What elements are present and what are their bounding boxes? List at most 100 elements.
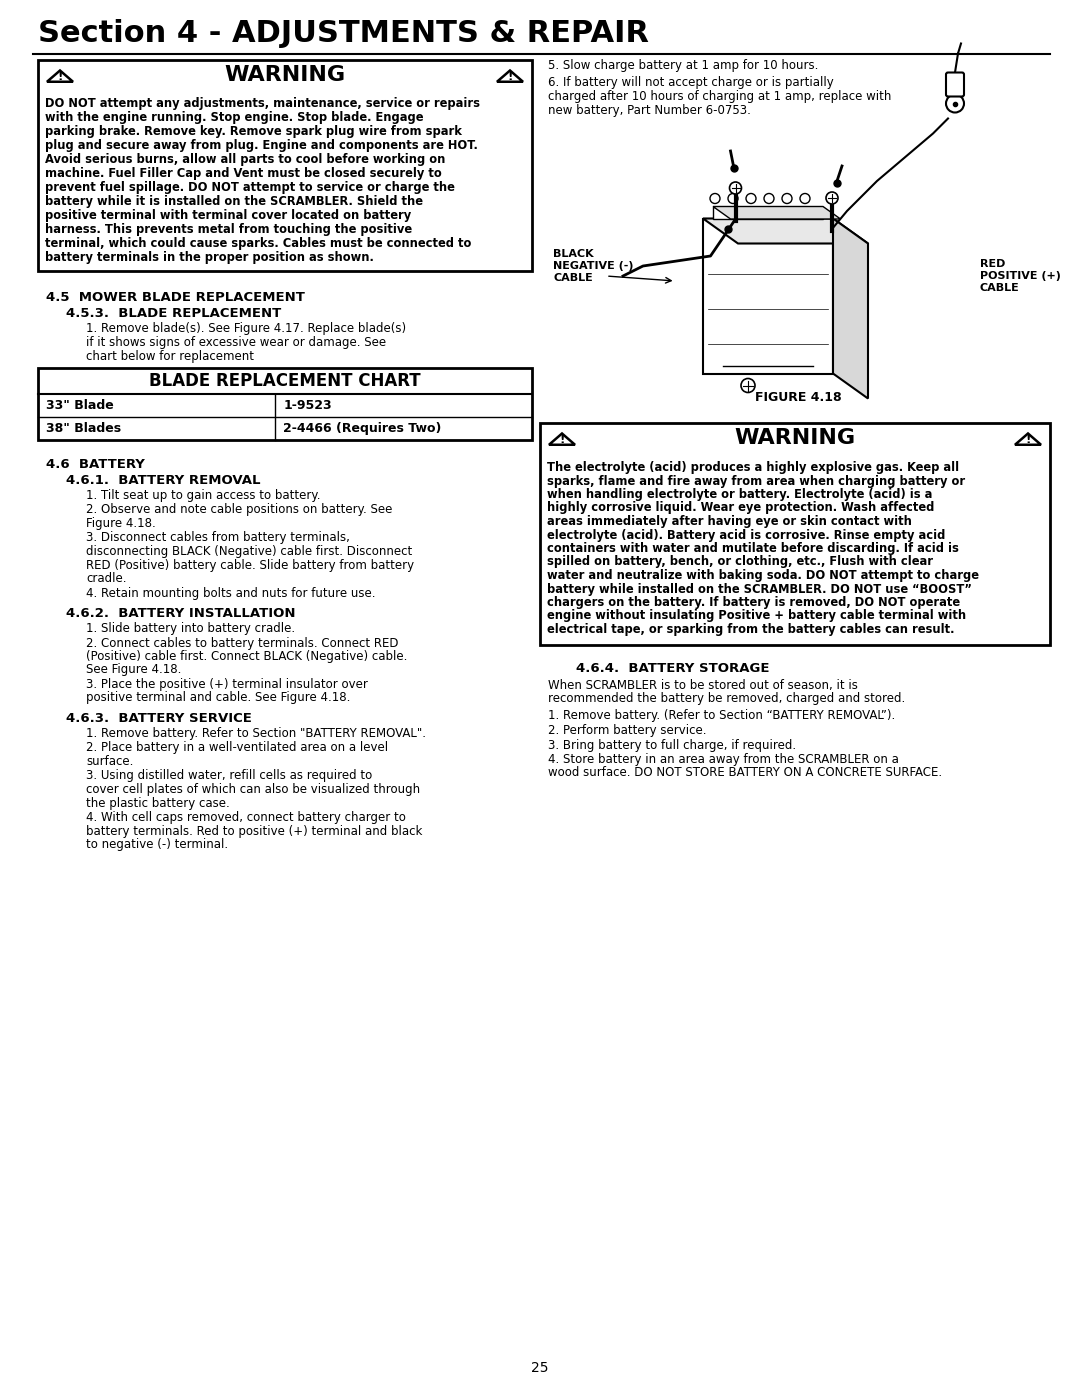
Text: Section 4 - ADJUSTMENTS & REPAIR: Section 4 - ADJUSTMENTS & REPAIR — [38, 20, 649, 47]
Text: new battery, Part Number 6-0753.: new battery, Part Number 6-0753. — [548, 103, 751, 117]
Text: disconnecting BLACK (Negative) cable first. Disconnect: disconnecting BLACK (Negative) cable fir… — [86, 545, 413, 557]
Text: !: ! — [508, 70, 513, 84]
Text: 4.6.1.  BATTERY REMOVAL: 4.6.1. BATTERY REMOVAL — [66, 474, 260, 488]
FancyBboxPatch shape — [540, 423, 1050, 644]
Polygon shape — [703, 218, 868, 243]
Text: FIGURE 4.18: FIGURE 4.18 — [755, 391, 841, 404]
Text: 5. Slow charge battery at 1 amp for 10 hours.: 5. Slow charge battery at 1 amp for 10 h… — [548, 59, 819, 73]
Text: 3. Bring battery to full charge, if required.: 3. Bring battery to full charge, if requ… — [548, 739, 796, 752]
Text: The electrolyte (acid) produces a highly explosive gas. Keep all: The electrolyte (acid) produces a highly… — [546, 461, 959, 474]
Text: with the engine running. Stop engine. Stop blade. Engage: with the engine running. Stop engine. St… — [45, 110, 423, 124]
Polygon shape — [703, 218, 833, 373]
Text: battery while installed on the SCRAMBLER. DO NOT use “BOOST”: battery while installed on the SCRAMBLER… — [546, 583, 972, 595]
Text: 4. Retain mounting bolts and nuts for future use.: 4. Retain mounting bolts and nuts for fu… — [86, 587, 376, 599]
Text: 2-4466 (Requires Two): 2-4466 (Requires Two) — [283, 422, 442, 434]
Text: engine without insulating Positive + battery cable terminal with: engine without insulating Positive + bat… — [546, 609, 967, 623]
Text: WARNING: WARNING — [225, 66, 346, 85]
Text: 4. With cell caps removed, connect battery charger to: 4. With cell caps removed, connect batte… — [86, 812, 406, 824]
Text: battery terminals in the proper position as shown.: battery terminals in the proper position… — [45, 251, 374, 264]
Text: sparks, flame and fire away from area when charging battery or: sparks, flame and fire away from area wh… — [546, 475, 966, 488]
Circle shape — [946, 95, 964, 113]
Circle shape — [782, 194, 792, 204]
Polygon shape — [549, 433, 575, 444]
Circle shape — [728, 194, 738, 204]
Text: !: ! — [57, 70, 63, 84]
Text: 4.5  MOWER BLADE REPLACEMENT: 4.5 MOWER BLADE REPLACEMENT — [46, 291, 305, 305]
Circle shape — [826, 191, 838, 204]
Polygon shape — [48, 70, 73, 82]
Text: 6. If battery will not accept charge or is partially: 6. If battery will not accept charge or … — [548, 75, 834, 89]
Text: 33" Blade: 33" Blade — [46, 400, 113, 412]
Circle shape — [746, 194, 756, 204]
Text: 2. Perform battery service.: 2. Perform battery service. — [548, 724, 706, 738]
Text: highly corrosive liquid. Wear eye protection. Wash affected: highly corrosive liquid. Wear eye protec… — [546, 502, 934, 514]
Text: 38" Blades: 38" Blades — [46, 422, 121, 434]
Text: areas immediately after having eye or skin contact with: areas immediately after having eye or sk… — [546, 515, 912, 528]
Polygon shape — [713, 207, 840, 219]
Text: electrolyte (acid). Battery acid is corrosive. Rinse empty acid: electrolyte (acid). Battery acid is corr… — [546, 528, 945, 542]
Text: 2. Place battery in a well-ventilated area on a level: 2. Place battery in a well-ventilated ar… — [86, 742, 388, 754]
Polygon shape — [713, 207, 823, 218]
Text: positive terminal with terminal cover located on battery: positive terminal with terminal cover lo… — [45, 210, 411, 222]
Text: RED (Positive) battery cable. Slide battery from battery: RED (Positive) battery cable. Slide batt… — [86, 559, 414, 571]
Text: 4.6  BATTERY: 4.6 BATTERY — [46, 458, 145, 471]
FancyBboxPatch shape — [38, 367, 532, 440]
Text: 1. Remove battery. (Refer to Section “BATTERY REMOVAL”).: 1. Remove battery. (Refer to Section “BA… — [548, 710, 895, 722]
Text: plug and secure away from plug. Engine and components are HOT.: plug and secure away from plug. Engine a… — [45, 138, 477, 152]
Circle shape — [729, 182, 742, 194]
Text: 1. Remove blade(s). See Figure 4.17. Replace blade(s): 1. Remove blade(s). See Figure 4.17. Rep… — [86, 321, 406, 335]
Text: if it shows signs of excessive wear or damage. See: if it shows signs of excessive wear or d… — [86, 337, 387, 349]
Text: 3. Place the positive (+) terminal insulator over: 3. Place the positive (+) terminal insul… — [86, 678, 368, 692]
Text: 4. Store battery in an area away from the SCRAMBLER on a: 4. Store battery in an area away from th… — [548, 753, 899, 766]
Text: Avoid serious burns, allow all parts to cool before working on: Avoid serious burns, allow all parts to … — [45, 154, 445, 166]
Text: water and neutralize with baking soda. DO NOT attempt to charge: water and neutralize with baking soda. D… — [546, 569, 978, 583]
Text: 2. Connect cables to battery terminals. Connect RED: 2. Connect cables to battery terminals. … — [86, 637, 399, 650]
Text: battery while it is installed on the SCRAMBLER. Shield the: battery while it is installed on the SCR… — [45, 196, 423, 208]
Text: cover cell plates of which can also be visualized through: cover cell plates of which can also be v… — [86, 782, 420, 796]
Text: 1-9523: 1-9523 — [283, 400, 332, 412]
Text: terminal, which could cause sparks. Cables must be connected to: terminal, which could cause sparks. Cabl… — [45, 237, 471, 250]
Text: WARNING: WARNING — [734, 427, 855, 448]
Text: charged after 10 hours of charging at 1 amp, replace with: charged after 10 hours of charging at 1 … — [548, 89, 891, 103]
Text: 1. Slide battery into battery cradle.: 1. Slide battery into battery cradle. — [86, 622, 295, 636]
Text: RED
POSITIVE (+)
CABLE: RED POSITIVE (+) CABLE — [980, 260, 1061, 292]
Text: 3. Using distilled water, refill cells as required to: 3. Using distilled water, refill cells a… — [86, 770, 373, 782]
Text: See Figure 4.18.: See Figure 4.18. — [86, 664, 181, 676]
Text: harness. This prevents metal from touching the positive: harness. This prevents metal from touchi… — [45, 224, 413, 236]
Text: 4.6.4.  BATTERY STORAGE: 4.6.4. BATTERY STORAGE — [576, 662, 769, 676]
Polygon shape — [1015, 433, 1041, 444]
Text: 1. Tilt seat up to gain access to battery.: 1. Tilt seat up to gain access to batter… — [86, 489, 321, 502]
Text: (Positive) cable first. Connect BLACK (Negative) cable.: (Positive) cable first. Connect BLACK (N… — [86, 650, 407, 664]
Text: when handling electrolyte or battery. Electrolyte (acid) is a: when handling electrolyte or battery. El… — [546, 488, 932, 502]
Text: to negative (-) terminal.: to negative (-) terminal. — [86, 838, 228, 851]
Text: wood surface. DO NOT STORE BATTERY ON A CONCRETE SURFACE.: wood surface. DO NOT STORE BATTERY ON A … — [548, 767, 942, 780]
Text: electrical tape, or sparking from the battery cables can result.: electrical tape, or sparking from the ba… — [546, 623, 955, 636]
Text: chargers on the battery. If battery is removed, DO NOT operate: chargers on the battery. If battery is r… — [546, 597, 960, 609]
Text: 3. Disconnect cables from battery terminals,: 3. Disconnect cables from battery termin… — [86, 531, 350, 545]
Text: 2. Observe and note cable positions on battery. See: 2. Observe and note cable positions on b… — [86, 503, 392, 517]
Text: machine. Fuel Filler Cap and Vent must be closed securely to: machine. Fuel Filler Cap and Vent must b… — [45, 168, 442, 180]
Circle shape — [764, 194, 774, 204]
Text: positive terminal and cable. See Figure 4.18.: positive terminal and cable. See Figure … — [86, 692, 350, 704]
FancyBboxPatch shape — [946, 73, 964, 96]
Text: surface.: surface. — [86, 754, 133, 768]
Text: 1. Remove battery. Refer to Section "BATTERY REMOVAL".: 1. Remove battery. Refer to Section "BAT… — [86, 726, 426, 740]
Text: Figure 4.18.: Figure 4.18. — [86, 517, 156, 529]
Text: When SCRAMBLER is to be stored out of season, it is: When SCRAMBLER is to be stored out of se… — [548, 679, 858, 692]
Text: cradle.: cradle. — [86, 571, 126, 585]
Text: 4.5.3.  BLADE REPLACEMENT: 4.5.3. BLADE REPLACEMENT — [66, 307, 281, 320]
Text: recommended the battery be removed, charged and stored.: recommended the battery be removed, char… — [548, 692, 905, 705]
Text: BLADE REPLACEMENT CHART: BLADE REPLACEMENT CHART — [149, 372, 421, 390]
FancyBboxPatch shape — [38, 60, 532, 271]
Polygon shape — [833, 218, 868, 398]
Text: the plastic battery case.: the plastic battery case. — [86, 796, 230, 809]
Text: parking brake. Remove key. Remove spark plug wire from spark: parking brake. Remove key. Remove spark … — [45, 124, 462, 138]
Text: containers with water and mutilate before discarding. If acid is: containers with water and mutilate befor… — [546, 542, 959, 555]
Text: prevent fuel spillage. DO NOT attempt to service or charge the: prevent fuel spillage. DO NOT attempt to… — [45, 182, 455, 194]
Text: battery terminals. Red to positive (+) terminal and black: battery terminals. Red to positive (+) t… — [86, 824, 422, 837]
Circle shape — [710, 194, 720, 204]
Text: BLACK
NEGATIVE (-)
CABLE: BLACK NEGATIVE (-) CABLE — [553, 250, 634, 282]
Text: !: ! — [559, 433, 565, 446]
Text: DO NOT attempt any adjustments, maintenance, service or repairs: DO NOT attempt any adjustments, maintena… — [45, 96, 480, 110]
Text: spilled on battery, bench, or clothing, etc., Flush with clear: spilled on battery, bench, or clothing, … — [546, 556, 933, 569]
